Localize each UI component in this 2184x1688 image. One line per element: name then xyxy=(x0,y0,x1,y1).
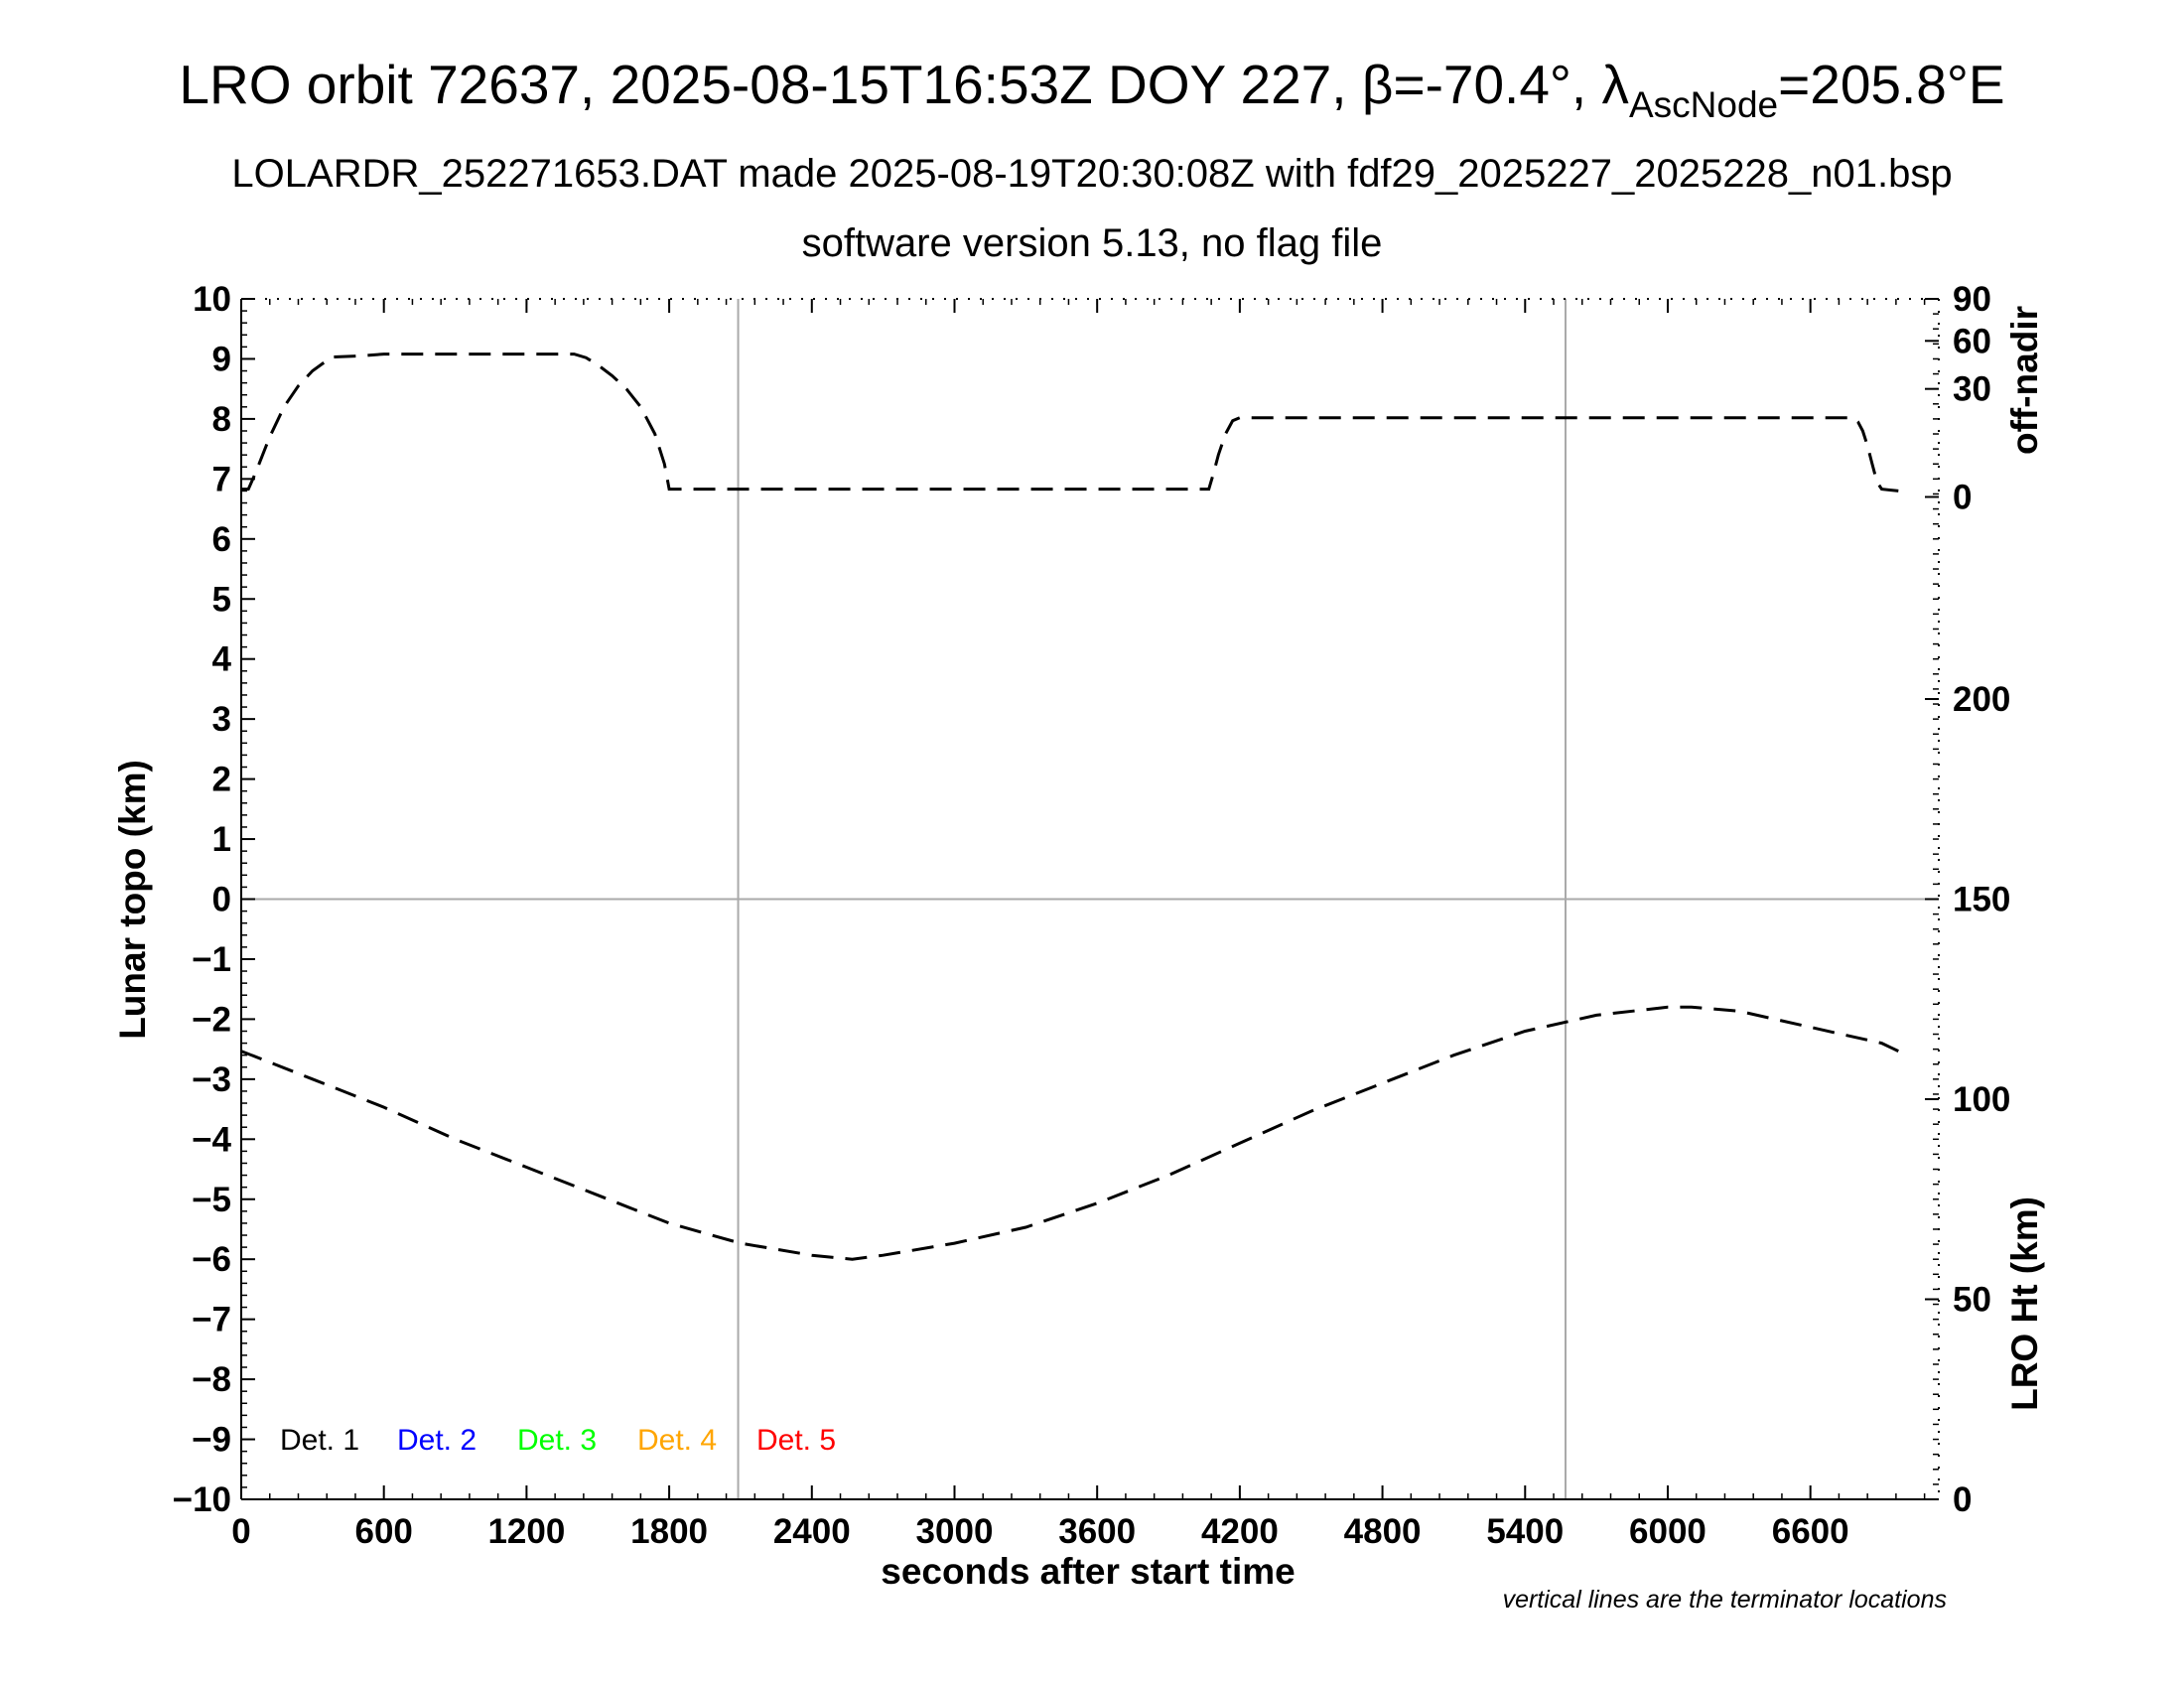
off-nadir-tick-label: 0 xyxy=(1953,478,1972,516)
x-tick-label: 2400 xyxy=(773,1512,851,1551)
y-tick-label: −7 xyxy=(192,1301,231,1339)
legend-entry-det-3: Det. 3 xyxy=(517,1424,597,1457)
terminator-footnote: vertical lines are the terminator locati… xyxy=(1503,1586,1947,1614)
lro-height-tick-label: 100 xyxy=(1953,1080,2010,1119)
y-tick-label: 3 xyxy=(212,700,231,739)
y-tick-label: 9 xyxy=(212,340,231,378)
y-tick-label: 2 xyxy=(212,761,231,799)
y-tick-label: −4 xyxy=(192,1120,231,1159)
y-tick-label: −1 xyxy=(192,940,231,979)
off-nadir-tick-label: 60 xyxy=(1953,322,1991,360)
y-tick-label: 4 xyxy=(212,640,232,679)
x-tick-label: 4200 xyxy=(1201,1512,1279,1551)
y-tick-label: 8 xyxy=(212,400,231,439)
title-lambda: λ xyxy=(1602,54,1630,115)
x-tick-label: 6600 xyxy=(1772,1512,1849,1551)
chart-title: LRO orbit 72637, 2025-08-15T16:53Z DOY 2… xyxy=(179,54,2004,125)
y-tick-label: 1 xyxy=(212,820,231,859)
title-lambda-value: =205.8°E xyxy=(1778,54,2004,115)
x-tick-label: 3000 xyxy=(916,1512,994,1551)
off-nadir-tick-label: 30 xyxy=(1953,370,1991,409)
series-line-off-nadir xyxy=(241,352,1899,492)
lro-height-tick-label: 0 xyxy=(1953,1480,1972,1519)
series-line-lro-height xyxy=(240,1005,1899,1261)
right-axis-title-off-nadir: off-nadir xyxy=(2004,306,2045,455)
x-tick-label: 0 xyxy=(231,1512,250,1551)
lro-height-tick-label: 150 xyxy=(1953,881,2010,919)
x-tick-label: 6000 xyxy=(1629,1512,1706,1551)
y-tick-label: 10 xyxy=(193,280,231,319)
y-tick-label: 0 xyxy=(212,881,231,919)
off-nadir-tick-label: 90 xyxy=(1953,280,1991,319)
y-tick-label: −2 xyxy=(192,1000,231,1039)
subtitle-software: software version 5.13, no flag file xyxy=(802,221,1383,265)
title-lambda-sub: AscNode xyxy=(1629,84,1778,125)
legend-entry-det-5: Det. 5 xyxy=(756,1424,836,1457)
subtitle-file: LOLARDR_252271653.DAT made 2025-08-19T20… xyxy=(231,152,1952,196)
title-beta: β=-70.4°, xyxy=(1362,54,1602,115)
x-tick-label: 4800 xyxy=(1344,1512,1422,1551)
x-tick-label: 5400 xyxy=(1486,1512,1564,1551)
right-axis-title-lro-height: LRO Ht (km) xyxy=(2004,1196,2045,1411)
x-tick-label: 600 xyxy=(354,1512,412,1551)
legend-entry-det-2: Det. 2 xyxy=(397,1424,477,1457)
x-axis-title: seconds after start time xyxy=(881,1551,1295,1592)
y-tick-label: −10 xyxy=(173,1480,231,1519)
x-tick-label: 3600 xyxy=(1058,1512,1136,1551)
y-axis-title: Lunar topo (km) xyxy=(112,760,153,1040)
y-tick-label: 6 xyxy=(212,520,231,559)
y-tick-label: −5 xyxy=(192,1181,231,1219)
x-tick-label: 1800 xyxy=(630,1512,708,1551)
lro-height-tick-label: 200 xyxy=(1953,680,2010,719)
y-tick-label: −8 xyxy=(192,1360,231,1399)
y-tick-label: −3 xyxy=(192,1060,231,1099)
lro-height-tick-label: 50 xyxy=(1953,1281,1991,1320)
y-tick-label: 5 xyxy=(212,580,231,619)
legend-entry-det-4: Det. 4 xyxy=(637,1424,717,1457)
legend-entry-det-1: Det. 1 xyxy=(280,1424,359,1457)
x-tick-label: 1200 xyxy=(487,1512,565,1551)
title-main: LRO orbit 72637, 2025-08-15T16:53Z DOY 2… xyxy=(179,54,1361,115)
y-tick-label: −6 xyxy=(192,1240,231,1279)
y-tick-label: 7 xyxy=(212,460,231,498)
y-tick-label: −9 xyxy=(192,1421,231,1460)
